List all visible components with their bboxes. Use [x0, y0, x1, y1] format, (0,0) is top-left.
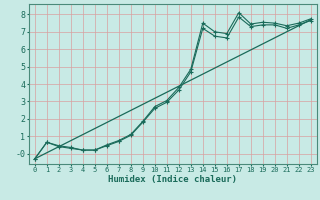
X-axis label: Humidex (Indice chaleur): Humidex (Indice chaleur): [108, 175, 237, 184]
